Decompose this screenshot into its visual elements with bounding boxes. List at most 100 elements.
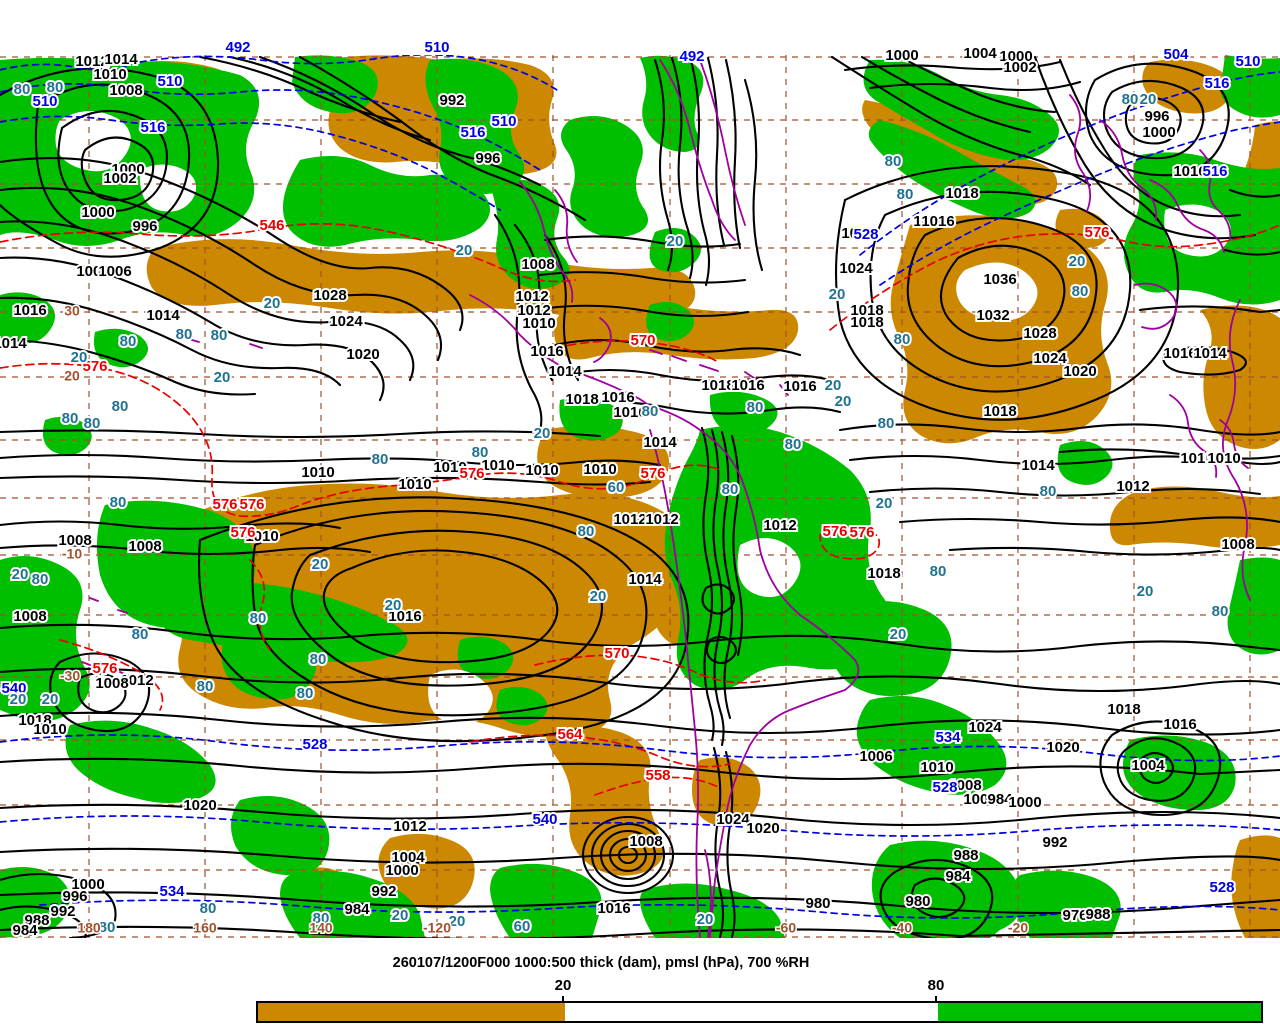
svg-text:1010: 1010 bbox=[522, 315, 555, 332]
svg-text:80: 80 bbox=[878, 415, 895, 432]
svg-text:1008: 1008 bbox=[128, 538, 161, 555]
svg-text:570: 570 bbox=[630, 332, 655, 349]
svg-text:576: 576 bbox=[82, 358, 107, 375]
svg-text:20: 20 bbox=[1137, 583, 1154, 600]
svg-text:988: 988 bbox=[24, 912, 49, 929]
svg-text:-40: -40 bbox=[892, 920, 912, 936]
svg-text:1000: 1000 bbox=[111, 161, 144, 178]
svg-text:1010: 1010 bbox=[93, 66, 126, 83]
svg-text:564: 564 bbox=[557, 726, 583, 743]
svg-text:558: 558 bbox=[645, 767, 670, 784]
svg-text:576: 576 bbox=[239, 496, 264, 513]
grid-layer bbox=[0, 55, 1280, 938]
svg-text:80: 80 bbox=[14, 81, 31, 98]
colorbar: 20 80 bbox=[256, 977, 1263, 1023]
svg-text:1014: 1014 bbox=[1021, 457, 1055, 474]
svg-text:1000: 1000 bbox=[999, 48, 1032, 65]
svg-text:1002: 1002 bbox=[1003, 59, 1036, 76]
svg-text:1016: 1016 bbox=[1173, 163, 1206, 180]
svg-text:80: 80 bbox=[250, 610, 267, 627]
svg-text:504: 504 bbox=[1163, 46, 1189, 63]
svg-text:534: 534 bbox=[159, 883, 185, 900]
svg-text:1000: 1000 bbox=[1008, 794, 1041, 811]
svg-text:80: 80 bbox=[928, 977, 945, 994]
svg-text:80: 80 bbox=[47, 79, 64, 96]
svg-text:80: 80 bbox=[894, 331, 911, 348]
svg-text:528: 528 bbox=[302, 736, 327, 753]
svg-text:20: 20 bbox=[214, 369, 231, 386]
svg-text:1008: 1008 bbox=[963, 791, 996, 808]
svg-text:1010: 1010 bbox=[1207, 450, 1240, 467]
svg-text:1024: 1024 bbox=[329, 313, 363, 330]
svg-text:1018: 1018 bbox=[945, 185, 978, 202]
svg-text:80: 80 bbox=[897, 186, 914, 203]
svg-text:1008: 1008 bbox=[58, 532, 91, 549]
svg-text:1010: 1010 bbox=[301, 464, 334, 481]
svg-text:516: 516 bbox=[140, 119, 165, 136]
svg-text:510: 510 bbox=[491, 113, 516, 130]
svg-text:528: 528 bbox=[932, 779, 957, 796]
svg-text:20: 20 bbox=[825, 377, 842, 394]
svg-text:1018: 1018 bbox=[701, 377, 734, 394]
svg-text:20: 20 bbox=[1140, 91, 1157, 108]
svg-text:1014: 1014 bbox=[628, 571, 662, 588]
svg-text:576: 576 bbox=[212, 496, 237, 513]
svg-text:988: 988 bbox=[953, 847, 978, 864]
svg-text:1016: 1016 bbox=[783, 378, 816, 395]
svg-text:1016: 1016 bbox=[388, 608, 421, 625]
svg-text:996: 996 bbox=[475, 150, 500, 167]
svg-text:1018: 1018 bbox=[983, 403, 1016, 420]
svg-text:516: 516 bbox=[1202, 163, 1227, 180]
svg-text:20: 20 bbox=[42, 691, 59, 708]
svg-text:80: 80 bbox=[310, 651, 327, 668]
svg-text:20: 20 bbox=[264, 295, 281, 312]
contour-labels-layer: 1012101410101008100010021000996100810069… bbox=[0, 37, 1263, 941]
svg-text:1008: 1008 bbox=[521, 256, 554, 273]
svg-text:80: 80 bbox=[472, 444, 489, 461]
svg-text:80: 80 bbox=[132, 626, 149, 643]
svg-text:1010: 1010 bbox=[245, 528, 278, 545]
svg-text:1028: 1028 bbox=[1023, 325, 1056, 342]
svg-text:20: 20 bbox=[10, 691, 27, 708]
svg-text:20: 20 bbox=[534, 425, 551, 442]
svg-text:1018: 1018 bbox=[850, 302, 883, 319]
svg-text:1010: 1010 bbox=[33, 721, 66, 738]
svg-text:576: 576 bbox=[92, 660, 117, 677]
svg-text:1006: 1006 bbox=[859, 748, 892, 765]
svg-text:1008: 1008 bbox=[629, 833, 662, 850]
svg-text:984: 984 bbox=[987, 791, 1013, 808]
svg-text:1036: 1036 bbox=[983, 271, 1016, 288]
svg-text:1020: 1020 bbox=[746, 820, 779, 837]
svg-text:510: 510 bbox=[424, 39, 449, 56]
svg-text:80: 80 bbox=[1122, 91, 1139, 108]
svg-text:1000: 1000 bbox=[1142, 124, 1175, 141]
svg-text:80: 80 bbox=[578, 523, 595, 540]
svg-text:80: 80 bbox=[110, 494, 127, 511]
svg-text:80: 80 bbox=[885, 153, 902, 170]
svg-text:1010: 1010 bbox=[1180, 450, 1213, 467]
svg-text:80: 80 bbox=[1212, 603, 1229, 620]
svg-text:1016: 1016 bbox=[1163, 345, 1196, 362]
svg-text:1010: 1010 bbox=[398, 476, 431, 493]
svg-text:1028: 1028 bbox=[313, 287, 346, 304]
svg-text:996: 996 bbox=[62, 888, 87, 905]
svg-text:80: 80 bbox=[32, 571, 49, 588]
svg-text:1002: 1002 bbox=[103, 170, 136, 187]
svg-text:20: 20 bbox=[829, 286, 846, 303]
svg-text:1016: 1016 bbox=[601, 389, 634, 406]
svg-text:576: 576 bbox=[822, 523, 847, 540]
svg-text:1032: 1032 bbox=[976, 307, 1009, 324]
svg-text:140: 140 bbox=[309, 920, 333, 936]
svg-text:980: 980 bbox=[905, 893, 930, 910]
svg-text:20: 20 bbox=[392, 907, 409, 924]
svg-text:984: 984 bbox=[12, 922, 38, 939]
svg-text:510: 510 bbox=[32, 93, 57, 110]
svg-text:576: 576 bbox=[230, 524, 255, 541]
grid-labels-layer: 180 160 140 -120 -60 -40 -20 30 20 -10 -30 bbox=[58, 301, 1029, 937]
svg-text:1008: 1008 bbox=[13, 608, 46, 625]
svg-text:20: 20 bbox=[312, 556, 329, 573]
svg-text:1004: 1004 bbox=[1131, 757, 1165, 774]
svg-text:1012: 1012 bbox=[645, 511, 678, 528]
svg-text:20: 20 bbox=[456, 242, 473, 259]
